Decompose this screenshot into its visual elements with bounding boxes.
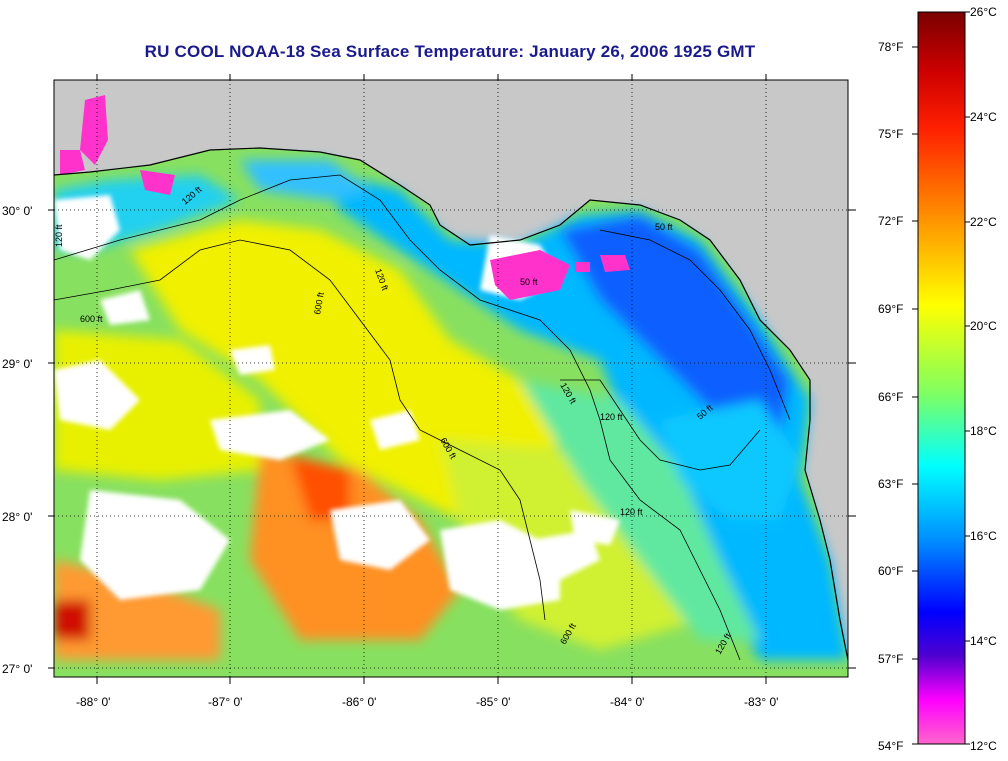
c-label: 20°C — [970, 319, 997, 333]
fahrenheit-labels: 78°F 75°F 72°F 69°F 66°F 63°F 60°F 57°F … — [878, 40, 903, 753]
map-image — [54, 80, 848, 677]
c-label: 22°C — [970, 215, 997, 229]
contour-label: 120 ft — [54, 224, 64, 247]
f-label: 78°F — [878, 40, 903, 54]
lat-label-28: 28° 0' — [2, 510, 32, 524]
f-label: 72°F — [878, 214, 903, 228]
f-label: 60°F — [878, 564, 903, 578]
contour-label: 120 ft — [620, 507, 643, 517]
f-label: 63°F — [878, 477, 903, 491]
contour-label: 600 ft — [312, 291, 326, 315]
color-scale-bar — [917, 11, 966, 745]
lon-label-86: -86° 0' — [342, 695, 376, 709]
c-label: 14°C — [970, 634, 997, 648]
contour-label: 120 ft — [600, 412, 623, 422]
lon-label-88: -88° 0' — [76, 695, 110, 709]
f-label: 75°F — [878, 127, 903, 141]
lon-label-84: -84° 0' — [610, 695, 644, 709]
lon-label-85: -85° 0' — [476, 695, 510, 709]
colorbar-ticks — [912, 11, 970, 745]
f-label: 54°F — [878, 739, 903, 753]
contour-label: 600 ft — [80, 314, 103, 324]
lat-label-29: 29° 0' — [2, 357, 32, 371]
map-title: RU COOL NOAA-18 Sea Surface Temperature:… — [144, 42, 756, 61]
c-label: 12°C — [970, 739, 997, 753]
c-label: 26°C — [970, 5, 997, 19]
cold-patches — [60, 95, 630, 300]
lat-label-30: 30° 0' — [2, 204, 32, 218]
coastline — [54, 147, 848, 661]
contour-label: 50 ft — [655, 222, 673, 232]
c-label: 24°C — [970, 110, 997, 124]
f-label: 57°F — [878, 652, 903, 666]
f-label: 69°F — [878, 302, 903, 316]
contour-label: 50 ft — [520, 277, 538, 287]
depth-contours — [54, 174, 791, 661]
lat-label-27: 27° 0' — [2, 662, 32, 676]
c-label: 18°C — [970, 424, 997, 438]
lon-label-87: -87° 0' — [208, 695, 242, 709]
c-label: 16°C — [970, 529, 997, 543]
celsius-labels: 26°C 24°C 22°C 20°C 18°C 16°C 14°C 12°C — [970, 5, 997, 753]
graticule — [54, 80, 848, 677]
map-frame — [53, 79, 849, 678]
f-label: 66°F — [878, 390, 903, 404]
lon-label-83: -83° 0' — [744, 695, 778, 709]
frame-ticks — [48, 74, 856, 684]
